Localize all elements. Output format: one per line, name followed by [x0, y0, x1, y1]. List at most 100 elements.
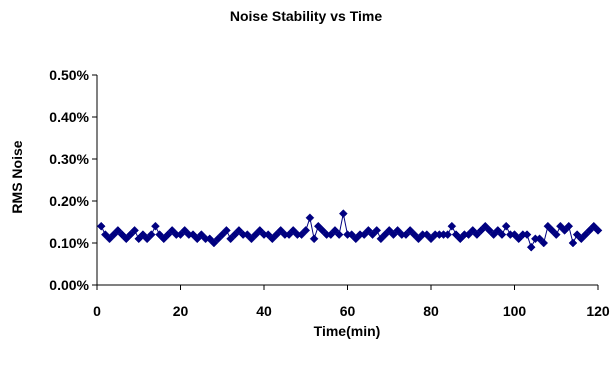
data-point-marker	[551, 230, 561, 239]
data-point-marker	[309, 234, 319, 244]
data-point-marker	[384, 226, 394, 235]
data-point-marker	[117, 230, 127, 239]
data-point-marker	[472, 230, 482, 239]
data-point-marker	[251, 230, 261, 239]
data-point-marker	[401, 230, 411, 239]
x-axis-title: Time(min)	[314, 323, 381, 339]
data-point-marker	[443, 230, 453, 239]
y-tick-label: 0.20%	[49, 193, 89, 209]
data-point-marker	[493, 226, 503, 235]
data-point-marker	[368, 230, 377, 239]
data-point-marker	[126, 230, 135, 239]
data-point-marker	[497, 230, 507, 239]
x-axis-ticks: 0 20 40 60 80 100 120	[93, 285, 610, 319]
data-point-marker	[359, 230, 369, 239]
data-point-marker	[547, 226, 557, 235]
data-point-marker	[197, 230, 206, 239]
data-point-marker	[109, 230, 119, 239]
data-point-marker	[485, 226, 494, 235]
axes	[96, 75, 598, 286]
y-tick-label: 0.50%	[49, 67, 89, 83]
data-point-marker	[263, 230, 273, 239]
x-tick-label: 120	[586, 303, 610, 319]
data-point-marker	[476, 226, 486, 235]
data-point-marker	[464, 230, 473, 239]
data-point-marker	[455, 234, 465, 244]
data-point-marker	[167, 226, 177, 235]
data-point-marker	[255, 226, 265, 235]
data-point-marker	[230, 230, 240, 239]
data-point-marker	[380, 230, 390, 239]
data-point-marker	[351, 234, 361, 244]
data-point-marker	[209, 238, 219, 248]
chart-title: Noise Stability vs Time	[230, 8, 382, 24]
data-point-marker	[138, 230, 148, 239]
y-tick-label: 0.10%	[49, 235, 89, 251]
data-point-marker	[176, 230, 185, 239]
data-point-marker	[489, 230, 498, 239]
data-point-marker	[267, 234, 277, 244]
data-point-marker	[560, 226, 569, 235]
data-point-marker	[589, 221, 599, 231]
data-point-marker	[205, 234, 215, 244]
x-tick-label: 0	[93, 303, 101, 319]
data-point-marker	[393, 226, 402, 235]
data-point-marker	[134, 234, 144, 244]
x-tick-label: 60	[340, 303, 356, 319]
data-point-marker	[297, 230, 306, 239]
y-tick-label: 0.30%	[49, 151, 89, 167]
data-point-marker	[347, 230, 357, 239]
y-axis-title: RMS Noise	[9, 140, 25, 213]
data-point-marker	[409, 230, 419, 239]
x-tick-label: 80	[423, 303, 439, 319]
data-point-marker	[514, 234, 524, 244]
data-point-marker	[480, 221, 490, 231]
data-point-marker	[318, 226, 327, 235]
data-point-marker	[301, 226, 311, 235]
data-point-marker	[242, 230, 252, 239]
data-point-marker	[222, 226, 231, 235]
data-point-marker	[364, 226, 373, 235]
data-point-marker	[572, 230, 582, 239]
data-point-marker	[522, 230, 532, 239]
data-point-marker	[272, 230, 281, 239]
data-point-marker	[305, 213, 315, 223]
data-point-marker	[389, 230, 398, 239]
data-point-marker	[180, 226, 190, 235]
data-point-marker	[585, 226, 595, 235]
data-point-marker	[372, 226, 382, 235]
data-point-marker	[155, 230, 164, 239]
data-point-marker	[130, 226, 139, 235]
data-point-marker	[593, 226, 603, 235]
data-point-marker	[151, 221, 160, 231]
data-point-marker	[414, 234, 423, 244]
data-point-marker	[146, 230, 156, 239]
x-tick-label: 100	[503, 303, 527, 319]
data-point-marker	[451, 230, 461, 239]
data-point-marker	[105, 234, 114, 244]
x-tick-label: 20	[173, 303, 189, 319]
data-point-marker	[326, 230, 336, 239]
data-point-marker	[405, 226, 415, 235]
y-tick-label: 0.40%	[49, 109, 89, 125]
data-point-marker	[226, 234, 235, 244]
data-point-marker	[338, 209, 348, 218]
data-point-marker	[217, 230, 227, 239]
data-point-marker	[313, 221, 323, 231]
data-point-marker	[568, 238, 578, 248]
data-point-marker	[539, 238, 549, 248]
data-point-marker	[121, 234, 131, 244]
series-layer	[96, 209, 603, 252]
data-point-marker	[510, 230, 519, 239]
y-tick-label: 0.00%	[49, 277, 89, 293]
y-axis-ticks: 0.00% 0.10% 0.20% 0.30% 0.40% 0.50%	[49, 67, 97, 293]
data-point-marker	[113, 226, 123, 235]
data-point-marker	[276, 226, 286, 235]
data-point-marker	[284, 230, 294, 239]
data-point-marker	[543, 221, 553, 231]
data-point-marker	[576, 234, 586, 244]
data-point-marker	[330, 226, 340, 235]
data-point-marker	[213, 234, 223, 244]
